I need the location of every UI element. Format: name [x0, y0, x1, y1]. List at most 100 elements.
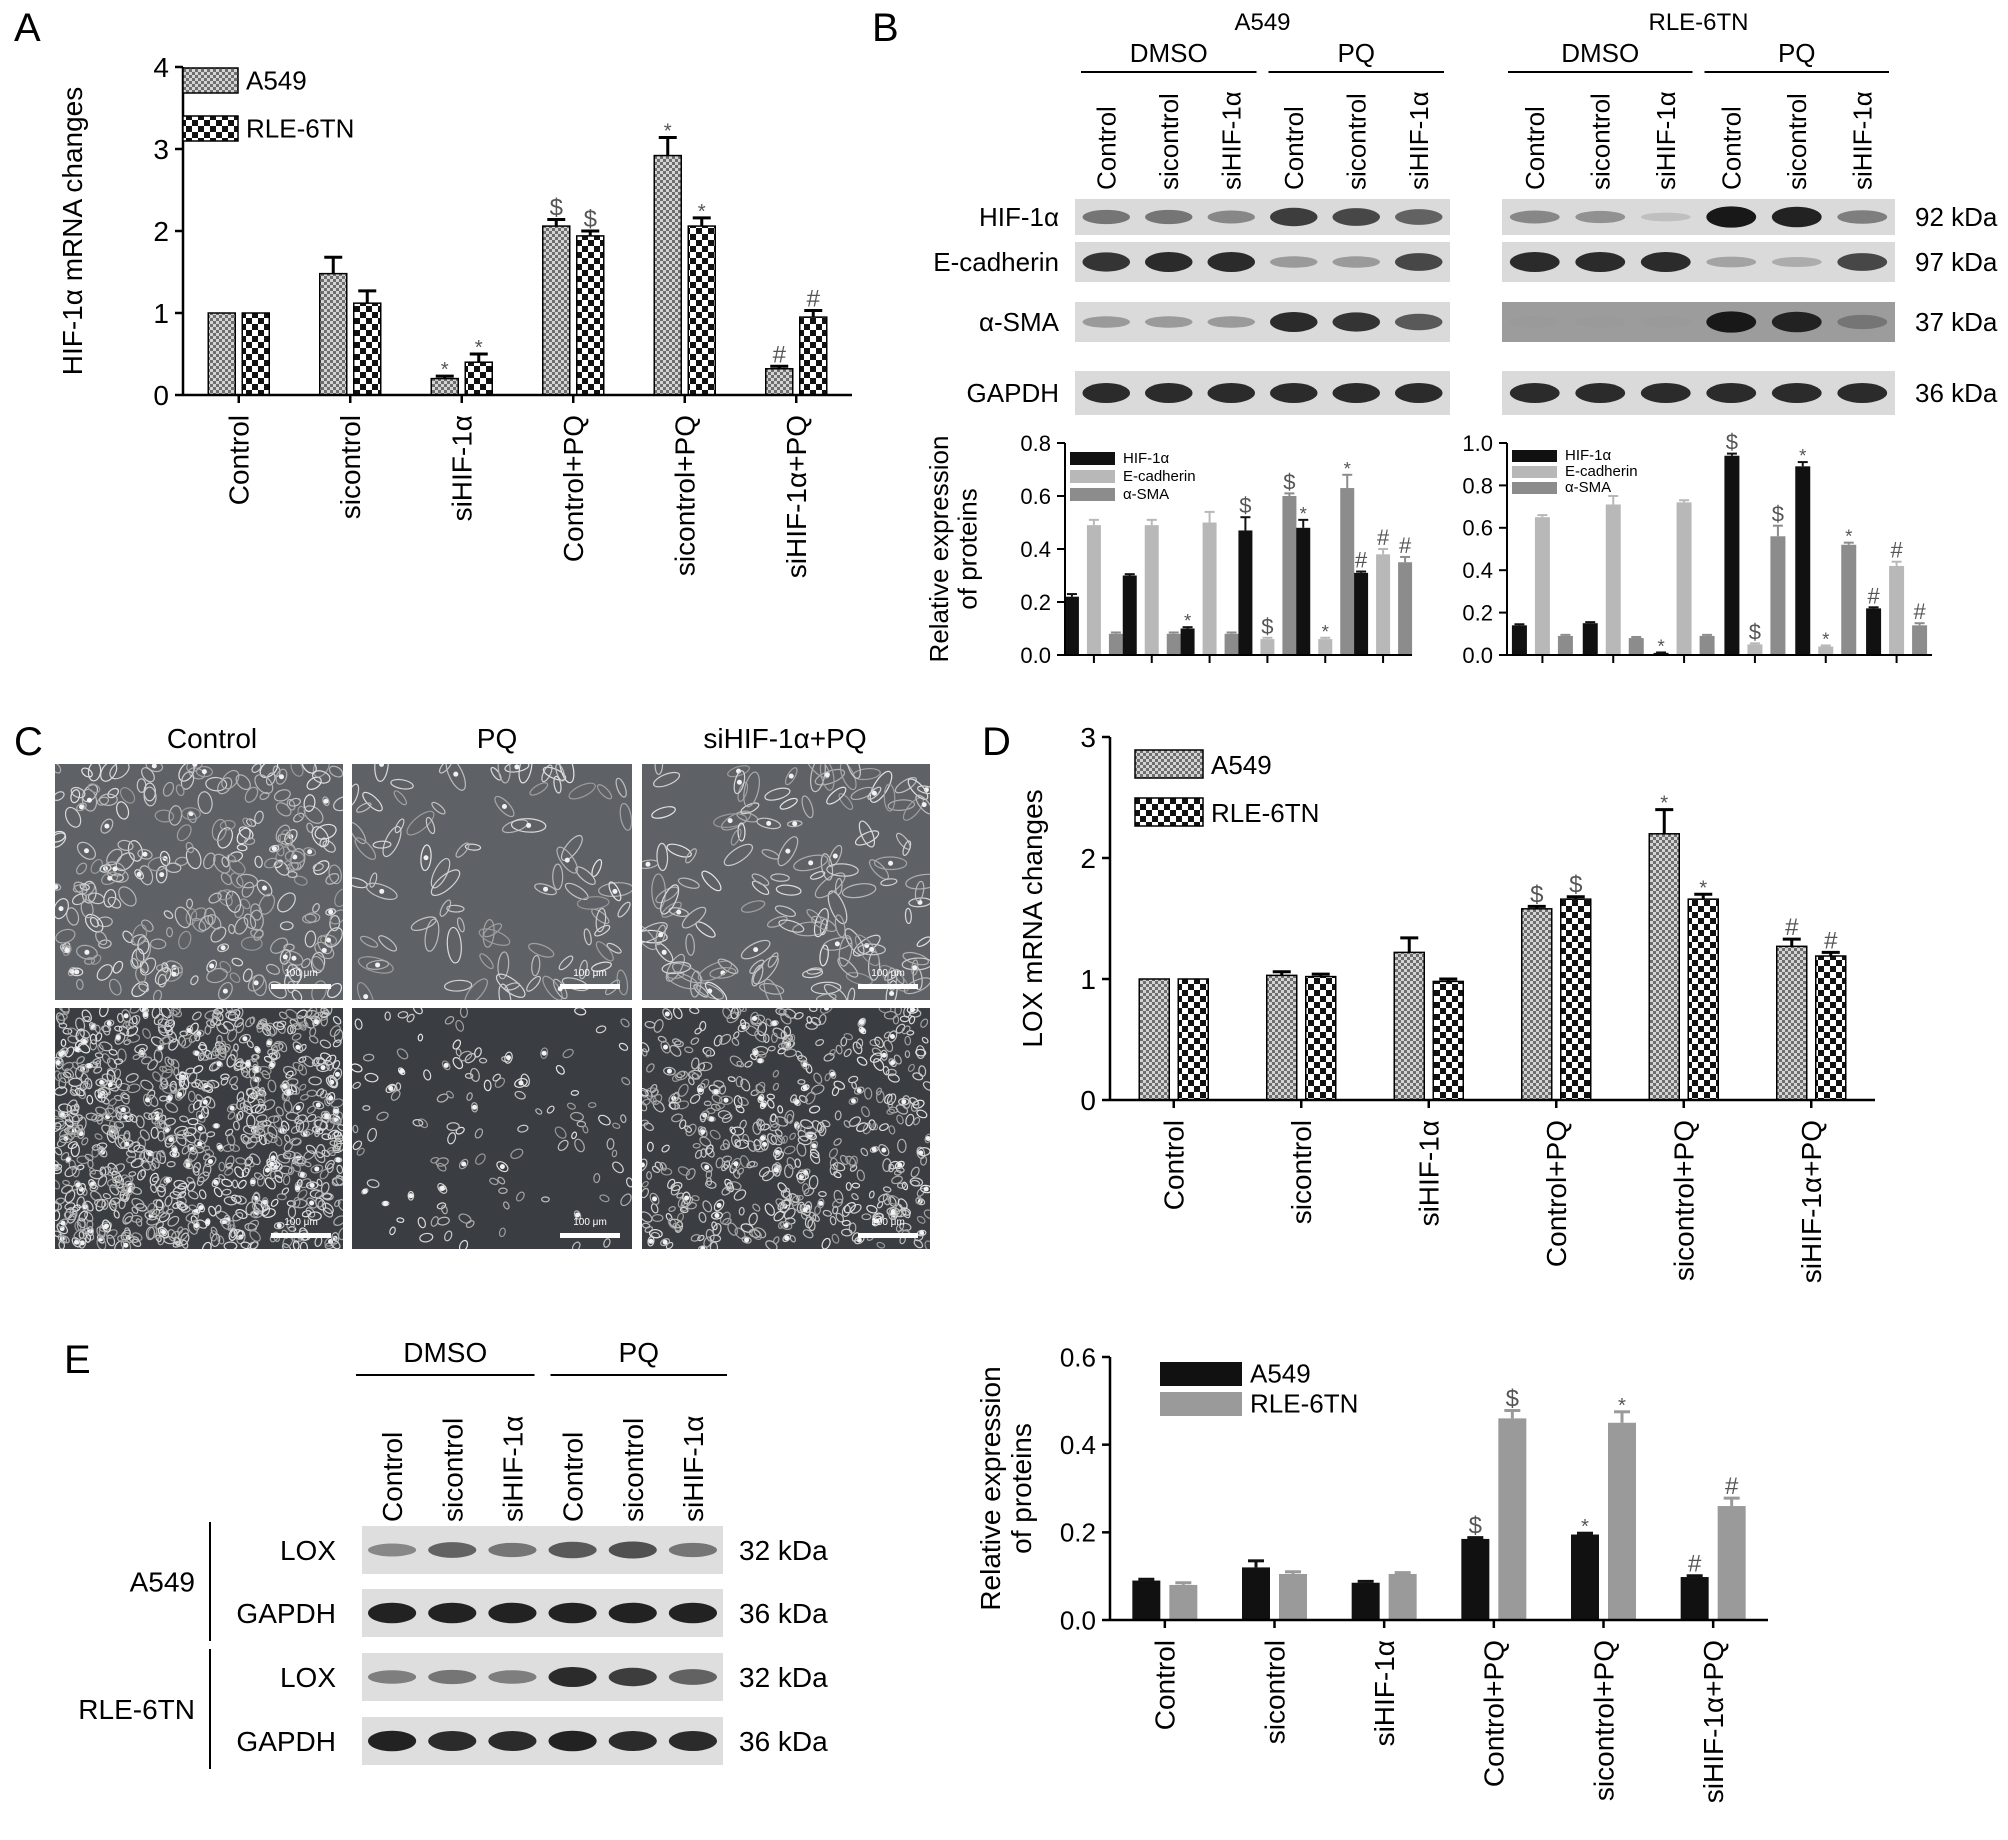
blot-e-lane-label: Control: [558, 1432, 589, 1522]
cell-outline: [307, 1211, 322, 1221]
blot-band-right: [1771, 311, 1822, 333]
cell-outline: [279, 829, 292, 848]
cell-outline: [320, 934, 338, 946]
cell-outline: [711, 1211, 723, 1220]
blot-band-right: [1706, 383, 1757, 403]
cell-highlight: [383, 1200, 389, 1206]
cell-outline: [217, 889, 234, 901]
cell-outline: [868, 859, 890, 880]
cell-highlight: [850, 1098, 856, 1104]
cell-outline: [886, 1093, 897, 1106]
cell-outline: [304, 912, 321, 923]
cell-highlight: [309, 1182, 315, 1188]
cell-outline: [235, 1112, 242, 1122]
cell-outline: [86, 1219, 94, 1231]
cell-highlight: [271, 846, 277, 852]
blot-band-left: [1395, 383, 1443, 403]
cell-outline: [366, 959, 390, 970]
blot-row-label: HIF-1α: [979, 202, 1059, 232]
cell-outline: [705, 1144, 714, 1155]
cell-outline: [117, 839, 134, 851]
blot-lane-label-right: siHIF-1α: [1651, 91, 1681, 190]
cell-outline: [425, 816, 436, 835]
cell-outline: [668, 907, 689, 918]
bar-e-s0-c1: [1242, 1567, 1270, 1620]
cell-outline: [337, 1124, 343, 1132]
cell-highlight: [189, 1146, 195, 1152]
significance-mark: $: [1469, 1513, 1482, 1540]
significance-mark: #: [1785, 914, 1799, 941]
cell-outline: [64, 1046, 75, 1058]
cell-outline: [751, 964, 764, 987]
cell-highlight: [871, 790, 877, 796]
cell-highlight: [198, 1205, 204, 1211]
cell-highlight: [758, 1096, 764, 1102]
cell-outline: [888, 1163, 895, 1173]
cell-outline: [55, 791, 65, 801]
cell-outline: [466, 1092, 473, 1101]
cell-outline: [238, 826, 254, 840]
legend-label-b1: α-SMA: [1123, 486, 1169, 503]
cell-outline: [430, 1216, 439, 1227]
cell-outline: [800, 1168, 811, 1177]
cell-outline: [224, 1167, 234, 1176]
cell-outline: [258, 893, 276, 915]
cell-outline: [68, 1159, 76, 1171]
blot-strip-left: [1075, 302, 1450, 342]
cell-outline: [841, 1204, 851, 1218]
blot-cell-title-left: A549: [1234, 9, 1290, 36]
cell-highlight: [168, 1137, 174, 1143]
cell-outline: [618, 1042, 629, 1051]
cell-outline: [722, 1008, 732, 1019]
blot-lane-label-right: siHIF-1α: [1847, 91, 1877, 190]
cell-outline: [773, 1236, 780, 1245]
cell-outline: [299, 1083, 307, 1091]
cell-outline: [74, 1040, 83, 1048]
cell-outline: [661, 901, 682, 918]
cell-outline: [128, 1014, 141, 1028]
cell-highlight: [760, 1135, 766, 1141]
bar-e-s1-c0: [1169, 1584, 1198, 1620]
cell-outline: [67, 1027, 79, 1038]
cell-outline: [583, 928, 592, 946]
cell-outline: [102, 1025, 111, 1036]
cell-highlight: [86, 1063, 92, 1069]
cell-outline: [163, 1236, 176, 1245]
micrograph-r1-c0: 100 μm: [55, 1008, 343, 1249]
cell-outline: [854, 934, 880, 967]
cell-outline: [325, 908, 337, 916]
cell-outline: [138, 865, 154, 886]
cell-outline: [68, 1077, 83, 1087]
cell-outline: [852, 1041, 863, 1055]
cell-outline: [542, 975, 563, 1000]
cell-outline: [810, 764, 826, 793]
y-axis-label-b1: Relative expression: [924, 436, 954, 663]
cell-outline: [497, 764, 511, 784]
cell-outline: [503, 1201, 510, 1210]
cell-outline: [642, 922, 668, 944]
y-axis-label-a: HIF-1α mRNA changes: [57, 87, 88, 376]
cell-outline: [815, 993, 837, 1000]
cell-highlight: [250, 1179, 256, 1185]
micrograph-background: [352, 1008, 632, 1249]
cell-outline: [328, 765, 343, 778]
cell-outline: [757, 1051, 767, 1058]
cell-outline: [141, 767, 155, 783]
cell-outline: [71, 1237, 82, 1248]
cell-outline: [157, 1211, 168, 1218]
cell-outline: [192, 1065, 204, 1074]
cell-outline: [274, 860, 290, 876]
cell-outline: [72, 884, 85, 893]
cell-outline: [748, 1229, 761, 1238]
cell-highlight: [222, 988, 228, 994]
cell-outline: [162, 1125, 171, 1134]
cell-outline: [279, 921, 294, 931]
cell-outline: [571, 1241, 581, 1249]
bar-b2-s0-c1: [1582, 623, 1598, 655]
cell-outline: [97, 1175, 108, 1187]
micro-title-pq: PQ: [477, 723, 517, 754]
cell-outline: [730, 1126, 745, 1136]
cell-outline: [219, 960, 232, 973]
significance-mark: $: [1726, 430, 1738, 455]
